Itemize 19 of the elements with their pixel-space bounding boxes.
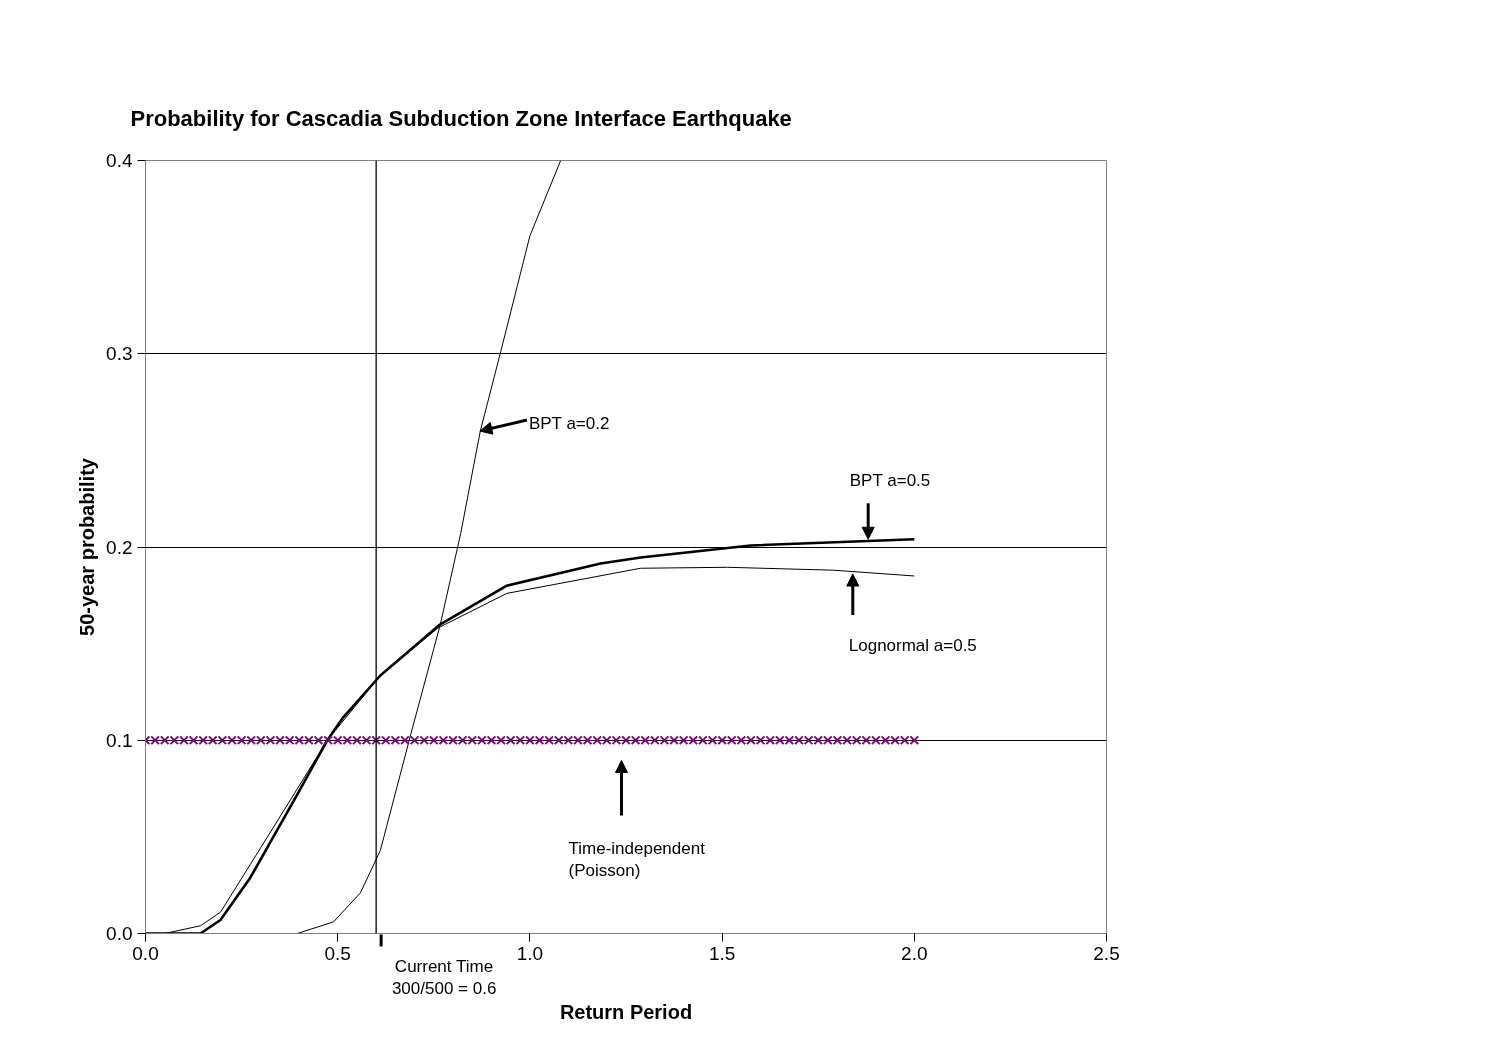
x-tick-label: 2.5 <box>1093 942 1120 964</box>
x-tick-label: 0.5 <box>324 942 351 964</box>
annotation: BPT a=0.2 <box>528 413 610 433</box>
x-tick-label: 1.5 <box>708 942 736 964</box>
y-tick-label: 0.4 <box>106 150 133 171</box>
y-axis-title: 50-year probability <box>76 457 99 636</box>
x-axis-title: Return Period <box>559 1001 693 1024</box>
annotation: Time-independent (Poisson) <box>568 838 706 881</box>
chart-title: Probability for Cascadia Subduction Zone Interface Earthquake <box>130 105 792 131</box>
x-tick-label: 1.0 <box>516 942 544 964</box>
annotation: Lognormal a=0.5 <box>848 635 977 655</box>
y-tick-label: 0.2 <box>106 536 133 558</box>
annotation: BPT a=0.5 <box>849 470 931 490</box>
y-tick-label: 0.1 <box>106 729 133 751</box>
ref-line-label: Current Time 300/500 = 0.6 <box>391 956 497 999</box>
y-tick-label: 0.0 <box>106 923 133 944</box>
x-tick-label: 2.0 <box>901 942 928 964</box>
x-tick-label: 0.0 <box>132 942 159 964</box>
y-tick-label: 0.3 <box>106 343 133 365</box>
